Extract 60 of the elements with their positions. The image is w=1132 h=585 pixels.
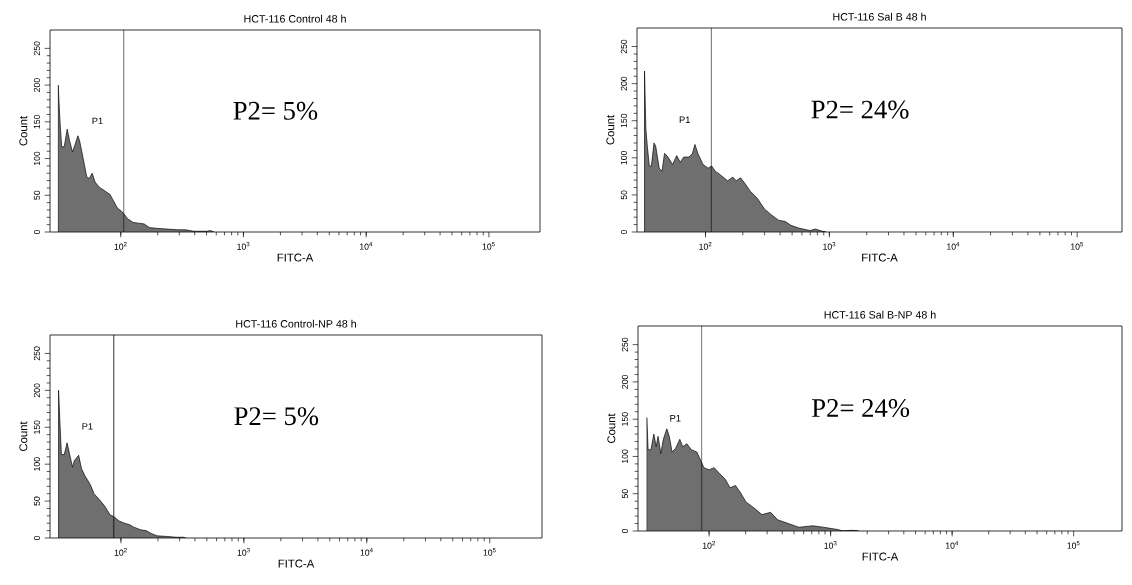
x-tick-label: 10$^{4}$ [360,548,373,556]
chart-title: HCT-116 Sal B-NP 48 h [824,310,936,319]
chart-title: HCT-116 Sal B 48 h [833,12,926,21]
x-tick-label: 10$^{5}$ [1067,541,1080,549]
y-tick-label: 50 [33,190,40,200]
y-tick-label: 0 [33,229,40,235]
y-axis-title: Count [607,413,616,444]
annotation: P2= 5% [234,407,319,426]
y-tick-label: 100 [33,151,40,166]
y-tick-label: 200 [621,375,628,389]
x-tick-label: 10$^{2}$ [114,242,127,250]
annotation: P2= 5% [233,101,318,120]
x-tick-label: 10$^{5}$ [1071,242,1084,250]
x-tick-label: 10$^{4}$ [360,242,373,250]
y-tick-label: 250 [621,337,628,352]
y-tick-label: 150 [33,114,40,129]
y-tick-label: 250 [33,346,40,361]
y-tick-label: 250 [620,39,627,54]
x-tick-label: 10$^{4}$ [947,242,960,250]
x-tick-label: 10$^{4}$ [945,541,959,549]
ref-line-label: P1 [82,423,93,430]
x-tick-label: 10$^{3}$ [823,242,836,250]
y-axis-title: Count [19,421,28,452]
annotation: P2= 24% [811,100,909,119]
ref-line-label: P1 [92,117,103,125]
y-tick-label: 50 [620,190,627,200]
x-tick-label: 10$^{3}$ [237,548,250,556]
x-tick-label: 10$^{5}$ [482,242,495,250]
y-axis-title: Count [606,114,615,145]
y-tick-label: 150 [620,113,627,128]
y-tick-label: 200 [33,78,40,92]
y-tick-label: 150 [621,412,628,426]
y-tick-label: 0 [621,528,628,534]
x-tick-label: 10$^{3}$ [237,242,250,250]
y-tick-label: 200 [33,383,40,398]
y-tick-label: 0 [620,229,627,235]
x-axis-title: FITC-A [277,253,314,262]
y-tick-label: 100 [33,457,40,471]
y-tick-label: 200 [620,76,627,91]
x-tick-label: 10$^{2}$ [702,541,715,549]
annotation: P2= 24% [812,398,910,418]
chart-title: HCT-116 Control-NP 48 h [236,319,356,328]
y-tick-label: 50 [621,489,628,499]
x-axis-title: FITC-A [278,559,315,568]
chart-title: HCT-116 Control 48 h [244,14,346,23]
y-tick-label: 250 [33,41,40,56]
y-tick-label: 50 [33,496,40,506]
x-axis-title: FITC-A [862,552,899,561]
y-tick-label: 0 [33,535,40,541]
y-tick-label: 150 [33,420,40,434]
x-tick-label: 10$^{5}$ [483,548,496,556]
ref-line-label: P1 [679,116,690,124]
x-tick-label: 10$^{2}$ [114,548,127,556]
x-tick-label: 10$^{3}$ [824,541,837,549]
x-tick-label: 10$^{2}$ [699,242,712,250]
ref-line-label: P1 [670,415,681,422]
y-tick-label: 100 [621,449,628,464]
x-axis-title: FITC-A [862,253,898,262]
y-axis-title: Count [19,115,28,146]
y-tick-label: 100 [620,150,627,165]
